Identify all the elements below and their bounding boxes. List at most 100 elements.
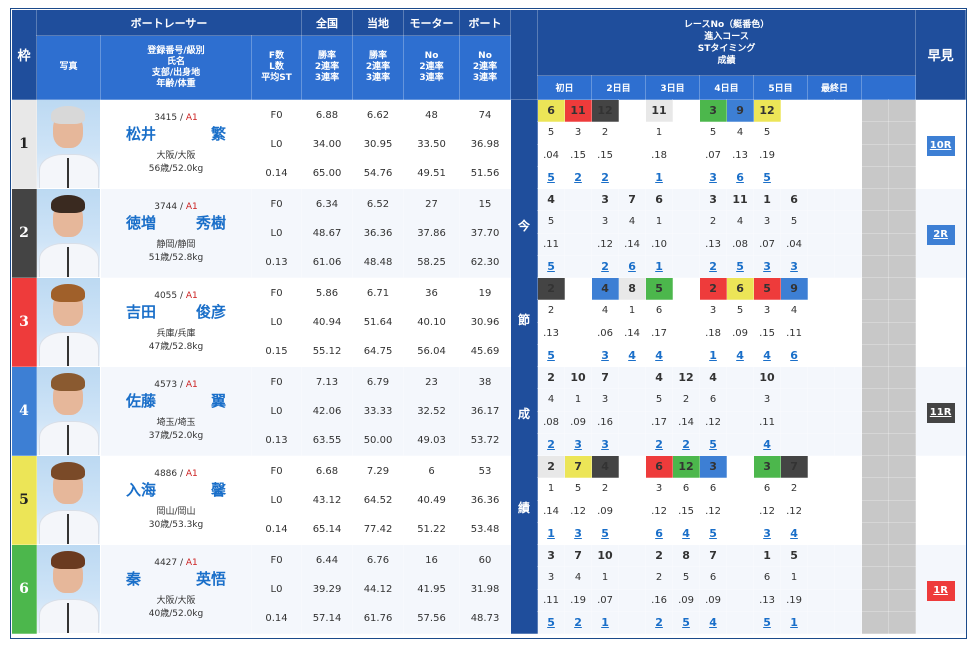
st-cell: .09 bbox=[726, 321, 755, 345]
result-link[interactable]: 3 bbox=[601, 348, 609, 362]
result-link[interactable]: 3 bbox=[763, 259, 771, 273]
course-cell: 6 bbox=[699, 566, 728, 590]
st-cell: .18 bbox=[699, 321, 728, 345]
race-number-cell: 11 bbox=[726, 187, 755, 212]
racer-row: 5 2 6 1 2 5 3 3 bbox=[12, 254, 966, 279]
result-link[interactable]: 5 bbox=[763, 170, 771, 184]
hayami-race-button[interactable]: 1R bbox=[926, 580, 955, 601]
race-number-cell: 4 bbox=[591, 454, 620, 479]
hayami-race-button[interactable]: 2R bbox=[926, 224, 955, 245]
result-link[interactable]: 5 bbox=[547, 170, 555, 184]
result-link[interactable]: 5 bbox=[736, 259, 744, 273]
result-link[interactable]: 5 bbox=[709, 437, 717, 451]
empty-gray-cell bbox=[861, 299, 890, 323]
race-number-cell: 10 bbox=[564, 365, 593, 390]
empty-gray-cell bbox=[888, 121, 917, 145]
result-link[interactable]: 2 bbox=[574, 170, 582, 184]
race-number-cell: 7 bbox=[591, 365, 620, 390]
result-link[interactable]: 4 bbox=[763, 437, 771, 451]
result-link[interactable]: 2 bbox=[655, 437, 663, 451]
result-link[interactable]: 4 bbox=[709, 615, 717, 629]
result-link[interactable]: 3 bbox=[709, 170, 717, 184]
local-stat-2: 36.36 bbox=[363, 227, 393, 239]
st-cell bbox=[564, 321, 593, 345]
result-link[interactable]: 3 bbox=[763, 526, 771, 540]
result-link[interactable]: 2 bbox=[601, 259, 609, 273]
result-link[interactable]: 4 bbox=[655, 348, 663, 362]
course-cell bbox=[618, 566, 647, 590]
racer-name-link[interactable]: 秦 英悟 bbox=[126, 572, 226, 587]
hayami-race-button[interactable]: 11R bbox=[926, 402, 955, 423]
hayami-race-button[interactable]: 10R bbox=[926, 135, 955, 156]
result-cell bbox=[834, 610, 863, 635]
result-link[interactable]: 3 bbox=[574, 526, 582, 540]
result-cell: 3 bbox=[699, 165, 728, 190]
result-link[interactable]: 2 bbox=[655, 615, 663, 629]
result-link[interactable]: 4 bbox=[628, 348, 636, 362]
motor-stat-1: 48 bbox=[425, 109, 438, 121]
result-link[interactable]: 6 bbox=[736, 170, 744, 184]
result-link[interactable]: 2 bbox=[682, 437, 690, 451]
result-link[interactable]: 3 bbox=[601, 437, 609, 451]
result-link[interactable]: 6 bbox=[790, 348, 798, 362]
racer-row: 4 4573 / A1 佐藤 翼 埼玉/埼玉 37歳/52.0kg F0 L0 0.1… bbox=[11, 365, 967, 456]
race-number-cell: 7 bbox=[618, 187, 647, 212]
result-link[interactable]: 2 bbox=[547, 437, 555, 451]
result-link[interactable]: 1 bbox=[709, 348, 717, 362]
racer-name-link[interactable]: 入海 馨 bbox=[126, 483, 226, 498]
result-link[interactable]: 5 bbox=[547, 615, 555, 629]
racer-age-weight: 51歳/52.8kg bbox=[148, 253, 204, 263]
motor-stat-3: 49.03 bbox=[417, 434, 446, 446]
result-link[interactable]: 6 bbox=[628, 259, 636, 273]
fl-stats: F0 L0 0.13 bbox=[250, 366, 303, 456]
result-link[interactable]: 4 bbox=[682, 526, 690, 540]
result-link[interactable]: 2 bbox=[574, 615, 582, 629]
racer-name-link[interactable]: 吉田 俊彦 bbox=[126, 305, 226, 320]
racer-name-link[interactable]: 佐藤 翼 bbox=[126, 394, 226, 409]
race-number-cell: 3 bbox=[537, 543, 566, 568]
racer-name-link[interactable]: 徳増 秀樹 bbox=[126, 216, 226, 231]
header-local-sub: 勝率 2連率 3連率 bbox=[352, 35, 405, 100]
course-cell: 5 bbox=[780, 210, 809, 234]
racer-age-weight: 56歳/52.0kg bbox=[148, 164, 204, 174]
result-link[interactable]: 1 bbox=[790, 615, 798, 629]
empty-gray-cell bbox=[861, 321, 890, 345]
header-side-blank bbox=[510, 9, 539, 100]
result-link[interactable]: 5 bbox=[763, 615, 771, 629]
result-link[interactable]: 4 bbox=[736, 348, 744, 362]
result-link[interactable]: 2 bbox=[709, 259, 717, 273]
result-cell: 1 bbox=[645, 165, 674, 190]
national-stat-2: 42.06 bbox=[312, 405, 342, 417]
result-link[interactable]: 4 bbox=[790, 526, 798, 540]
race-number-cell: 6 bbox=[726, 276, 755, 301]
result-link[interactable]: 5 bbox=[547, 259, 555, 273]
local-stat-3: 77.42 bbox=[363, 523, 393, 535]
st-cell: .07 bbox=[591, 588, 620, 612]
racer-photo bbox=[36, 544, 101, 634]
result-link[interactable]: 1 bbox=[547, 526, 555, 540]
result-link[interactable]: 4 bbox=[763, 348, 771, 362]
st-cell: .12 bbox=[753, 499, 782, 523]
result-link[interactable]: 5 bbox=[682, 615, 690, 629]
race-number-cell: 3 bbox=[699, 187, 728, 212]
result-cell bbox=[618, 521, 647, 546]
course-cell bbox=[618, 121, 647, 145]
result-link[interactable]: 3 bbox=[790, 259, 798, 273]
result-link[interactable]: 6 bbox=[655, 526, 663, 540]
st-cell: .12 bbox=[780, 499, 809, 523]
result-link[interactable]: 3 bbox=[574, 437, 582, 451]
result-link[interactable]: 5 bbox=[709, 526, 717, 540]
result-link[interactable]: 5 bbox=[601, 526, 609, 540]
motor-stat-2: 37.86 bbox=[417, 227, 446, 239]
result-link[interactable]: 1 bbox=[601, 615, 609, 629]
result-link[interactable]: 5 bbox=[547, 348, 555, 362]
local-stat-1: 6.52 bbox=[366, 198, 390, 210]
race-number-cell: 12 bbox=[672, 365, 701, 390]
result-link[interactable]: 1 bbox=[655, 170, 663, 184]
racer-name-link[interactable]: 松井 繁 bbox=[126, 127, 226, 142]
racer-photo-image bbox=[37, 545, 100, 633]
result-link[interactable]: 1 bbox=[655, 259, 663, 273]
motor-stat-2: 40.49 bbox=[417, 494, 446, 506]
result-link[interactable]: 2 bbox=[601, 170, 609, 184]
